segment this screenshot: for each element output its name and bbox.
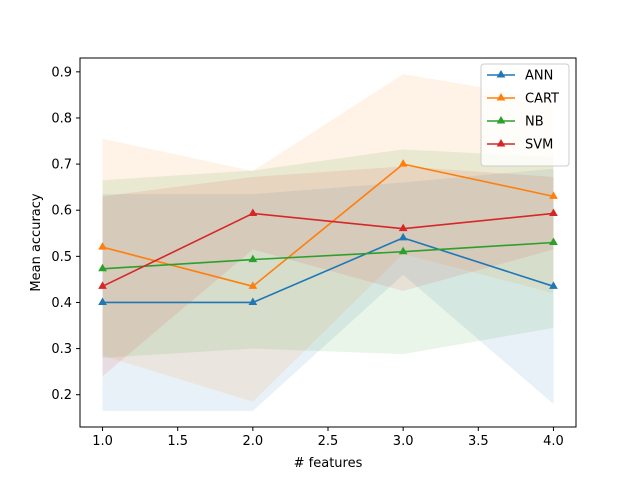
y-tick-label: 0.7 <box>51 158 72 173</box>
point-nb-2 <box>248 254 258 263</box>
point-ann-1 <box>98 297 107 305</box>
point-cart-4 <box>549 191 558 199</box>
point-ann-4 <box>549 281 558 289</box>
legend-label-svm: SVM <box>525 138 553 153</box>
y-tick-label: 0.8 <box>51 111 72 126</box>
legend-marker-ann <box>496 70 506 78</box>
x-axis-label: # features <box>294 456 363 471</box>
legend-label-cart: CART <box>525 92 559 107</box>
point-ann-3 <box>398 232 408 241</box>
x-tick-label: 2.5 <box>318 434 339 449</box>
x-tick-label: 1.5 <box>167 434 188 449</box>
legend-box <box>480 63 570 167</box>
point-nb-3 <box>398 246 408 255</box>
y-tick-label: 0.2 <box>51 388 72 403</box>
y-axis-ticks: 0.2 0.3 0.4 0.5 0.6 0.7 0.8 0.9 <box>51 65 80 403</box>
x-tick-label: 1.0 <box>92 434 113 449</box>
x-axis-ticks: 1.0 1.5 2.0 2.5 3.0 3.5 4.0 <box>92 427 564 449</box>
series-line-nb <box>102 241 554 270</box>
legend-label-ann: ANN <box>525 69 553 84</box>
series-line-svm <box>102 212 554 288</box>
point-cart-1 <box>98 242 107 250</box>
y-tick-label: 0.3 <box>51 342 72 357</box>
series-line-cart <box>102 163 554 288</box>
point-nb-4 <box>549 237 558 245</box>
legend: ANN CART NB SVM <box>480 63 570 167</box>
point-svm-1 <box>98 281 107 289</box>
band-cart <box>102 74 554 402</box>
point-svm-4 <box>549 208 558 216</box>
band-nb <box>102 149 554 358</box>
x-tick-label: 3.0 <box>393 434 414 449</box>
series-lines <box>98 159 558 305</box>
y-tick-label: 0.9 <box>51 65 72 80</box>
point-cart-3 <box>398 159 408 167</box>
x-tick-label: 3.5 <box>468 434 489 449</box>
point-svm-3 <box>398 223 408 232</box>
point-cart-2 <box>248 281 258 289</box>
y-tick-label: 0.5 <box>51 250 72 265</box>
point-nb-1 <box>98 263 107 272</box>
band-svm <box>102 166 554 377</box>
legend-marker-nb <box>496 116 506 124</box>
y-axis-label: Mean accuracy <box>29 193 44 292</box>
y-tick-label: 0.6 <box>51 204 72 219</box>
legend-marker-cart <box>496 93 506 101</box>
legend-label-nb: NB <box>525 115 544 130</box>
y-tick-label: 0.4 <box>51 296 72 311</box>
x-tick-label: 4.0 <box>543 434 564 449</box>
band-ann <box>102 168 554 411</box>
point-svm-2 <box>248 208 258 216</box>
x-tick-label: 2.0 <box>243 434 264 449</box>
point-ann-2 <box>248 297 258 305</box>
series-line-ann <box>102 237 554 304</box>
confidence-bands <box>102 74 554 411</box>
legend-marker-svm <box>496 139 506 147</box>
